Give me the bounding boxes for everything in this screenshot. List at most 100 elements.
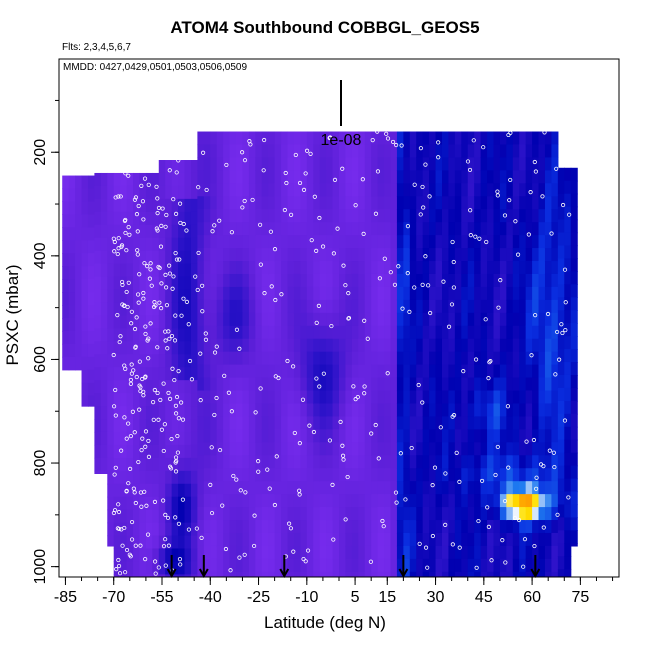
heatmap-cell [268, 468, 276, 482]
heatmap-cell [300, 403, 308, 418]
observation-point [198, 398, 203, 403]
heatmap-cell [474, 144, 482, 159]
observation-point [308, 151, 313, 156]
flights-subtitle: Flts: 2,3,4,5,6,7 [62, 42, 131, 53]
heatmap-cell [384, 494, 392, 508]
heatmap-cell [332, 183, 340, 197]
heatmap-cell [145, 289, 153, 304]
heatmap-cell [564, 530, 572, 544]
heatmap-cell [493, 261, 501, 275]
observation-point [234, 327, 240, 332]
heatmap-cell [126, 444, 134, 459]
heatmap-cell [216, 416, 224, 430]
heatmap-cell [422, 571, 430, 577]
heatmap-cell [100, 470, 108, 474]
heatmap-cell [274, 144, 282, 159]
heatmap-cell [461, 131, 469, 146]
heatmap-cell [145, 198, 153, 213]
heatmap-cell [293, 222, 301, 236]
heatmap-cell [94, 315, 102, 329]
heatmap-cell [197, 286, 205, 301]
observation-point [532, 543, 537, 549]
heatmap-cell [564, 426, 572, 441]
heatmap-cell [87, 382, 96, 397]
heatmap-cell [165, 406, 173, 420]
heatmap-cell [68, 305, 76, 319]
heatmap-cell [512, 429, 520, 443]
heatmap-cell [145, 237, 153, 252]
heatmap-cell [139, 211, 147, 226]
heatmap-cell [178, 535, 186, 550]
heatmap-cell [133, 561, 141, 576]
heatmap-cell [126, 457, 134, 472]
heatmap-cell [126, 289, 134, 304]
observation-point [129, 321, 134, 326]
observation-point [340, 453, 346, 458]
heatmap-cell [236, 403, 244, 418]
heatmap-cell [390, 196, 398, 210]
observation-point [139, 183, 144, 188]
heatmap-cell [525, 209, 533, 223]
heatmap-cell [371, 455, 379, 469]
heatmap-cell [133, 380, 141, 394]
heatmap-cell [306, 144, 314, 159]
observation-point [562, 418, 568, 423]
x-tick-label: 5 [351, 589, 360, 606]
heatmap-cell [197, 416, 205, 430]
heatmap-cell [532, 196, 540, 210]
heatmap-cell [474, 183, 482, 197]
heatmap-cell [87, 330, 96, 345]
observation-point [152, 499, 158, 504]
heatmap-cell [474, 299, 482, 314]
heatmap-cell [461, 144, 469, 159]
heatmap-cell [120, 393, 128, 407]
heatmap-cell [532, 157, 540, 171]
heatmap-cell [435, 157, 443, 171]
heatmap-cell [313, 390, 321, 405]
heatmap-cell [429, 558, 437, 573]
heatmap-cell [319, 338, 327, 353]
observation-point [316, 303, 321, 308]
heatmap-cell [512, 571, 520, 577]
heatmap-cell [564, 349, 572, 363]
heatmap-cell [326, 183, 334, 197]
observation-point [553, 372, 558, 377]
observation-point [362, 391, 367, 396]
observation-point [159, 427, 165, 432]
heatmap-cell [152, 574, 160, 577]
heatmap-cell [287, 248, 295, 262]
heatmap-cell [223, 222, 231, 236]
heatmap-cell [422, 286, 430, 301]
heatmap-cell [396, 571, 404, 577]
heatmap-cell [62, 330, 70, 345]
heatmap-cell [75, 175, 83, 190]
observation-point [307, 423, 312, 428]
heatmap-cell [100, 393, 108, 407]
heatmap-cell [551, 157, 559, 171]
heatmap-cell [493, 416, 501, 430]
heatmap-cell [377, 338, 385, 353]
heatmap-cell [216, 520, 224, 534]
observation-point [132, 197, 138, 202]
heatmap-cell [126, 393, 134, 407]
heatmap-cell [493, 325, 501, 340]
heatmap-cell [339, 183, 347, 197]
heatmap-cell [178, 419, 186, 433]
heatmap-cell [525, 403, 533, 418]
heatmap-cell [461, 416, 469, 430]
heatmap-cell [403, 455, 411, 469]
heatmap-cell [487, 235, 495, 249]
heatmap-cell [448, 494, 456, 508]
observation-point [340, 166, 345, 171]
heatmap-cell [223, 261, 231, 275]
heatmap-cell [371, 468, 379, 482]
heatmap-cell [480, 299, 488, 314]
heatmap-cell [467, 455, 475, 469]
heatmap-cell [525, 455, 533, 469]
heatmap-cell [435, 248, 443, 262]
heatmap-cell [416, 442, 424, 456]
heatmap-cell [94, 406, 102, 420]
heatmap-cell [538, 429, 546, 443]
heatmap-cell [358, 351, 366, 366]
heatmap-cell [319, 170, 327, 184]
